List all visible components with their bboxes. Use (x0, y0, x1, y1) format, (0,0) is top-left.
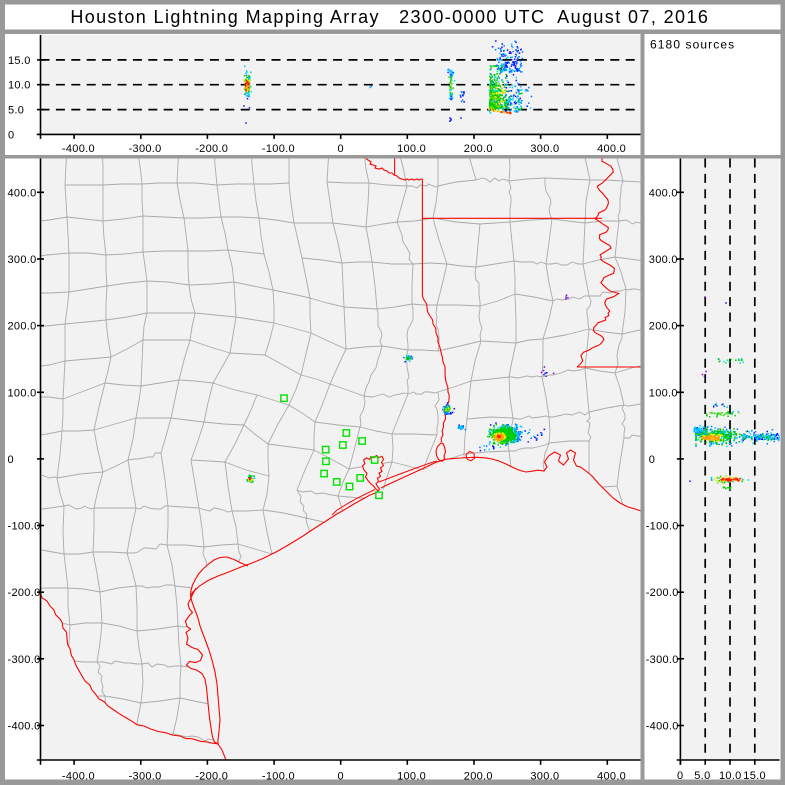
svg-text:15.0: 15.0 (8, 55, 31, 67)
svg-text:100.0: 100.0 (649, 387, 678, 399)
svg-text:400.0: 400.0 (597, 771, 626, 783)
svg-text:100.0: 100.0 (397, 143, 426, 155)
svg-text:-100.0: -100.0 (262, 771, 295, 783)
svg-text:-100.0: -100.0 (262, 143, 295, 155)
svg-text:0: 0 (8, 454, 14, 466)
svg-text:15.0: 15.0 (743, 770, 766, 782)
svg-text:100.0: 100.0 (8, 387, 37, 399)
svg-text:300.0: 300.0 (8, 254, 37, 266)
svg-text:-400.0: -400.0 (646, 721, 679, 733)
svg-text:400.0: 400.0 (649, 187, 678, 199)
svg-text:-300.0: -300.0 (129, 143, 162, 155)
svg-text:5.0: 5.0 (8, 105, 24, 117)
svg-text:-400.0: -400.0 (62, 771, 95, 783)
svg-text:10.0: 10.0 (8, 80, 31, 92)
svg-text:100.0: 100.0 (397, 771, 426, 783)
svg-text:0: 0 (8, 129, 14, 141)
svg-text:300.0: 300.0 (649, 254, 678, 266)
svg-text:-300.0: -300.0 (8, 654, 41, 666)
svg-text:200.0: 200.0 (464, 771, 493, 783)
svg-text:-100.0: -100.0 (8, 521, 41, 533)
svg-text:200.0: 200.0 (464, 143, 493, 155)
svg-text:-400.0: -400.0 (8, 721, 41, 733)
svg-text:10.0: 10.0 (719, 770, 742, 782)
svg-text:200.0: 200.0 (8, 321, 37, 333)
svg-text:-200.0: -200.0 (195, 143, 228, 155)
svg-text:-100.0: -100.0 (646, 521, 679, 533)
svg-text:-200.0: -200.0 (195, 771, 228, 783)
svg-text:5.0: 5.0 (694, 770, 710, 782)
svg-text:0: 0 (337, 771, 343, 783)
svg-text:300.0: 300.0 (530, 143, 559, 155)
svg-text:-400.0: -400.0 (62, 143, 95, 155)
svg-text:400.0: 400.0 (8, 187, 37, 199)
svg-text:-300.0: -300.0 (129, 771, 162, 783)
svg-text:6180 sources: 6180 sources (650, 38, 735, 52)
svg-text:Houston Lightning Mapping Arra: Houston Lightning Mapping Array 2300-000… (70, 7, 709, 27)
svg-text:-200.0: -200.0 (8, 587, 41, 599)
svg-text:0: 0 (649, 454, 655, 466)
svg-text:0: 0 (337, 143, 343, 155)
svg-text:300.0: 300.0 (530, 771, 559, 783)
svg-text:400.0: 400.0 (597, 143, 626, 155)
svg-text:0: 0 (677, 770, 683, 782)
svg-text:200.0: 200.0 (649, 321, 678, 333)
svg-text:-200.0: -200.0 (646, 587, 679, 599)
svg-text:-300.0: -300.0 (646, 654, 679, 666)
